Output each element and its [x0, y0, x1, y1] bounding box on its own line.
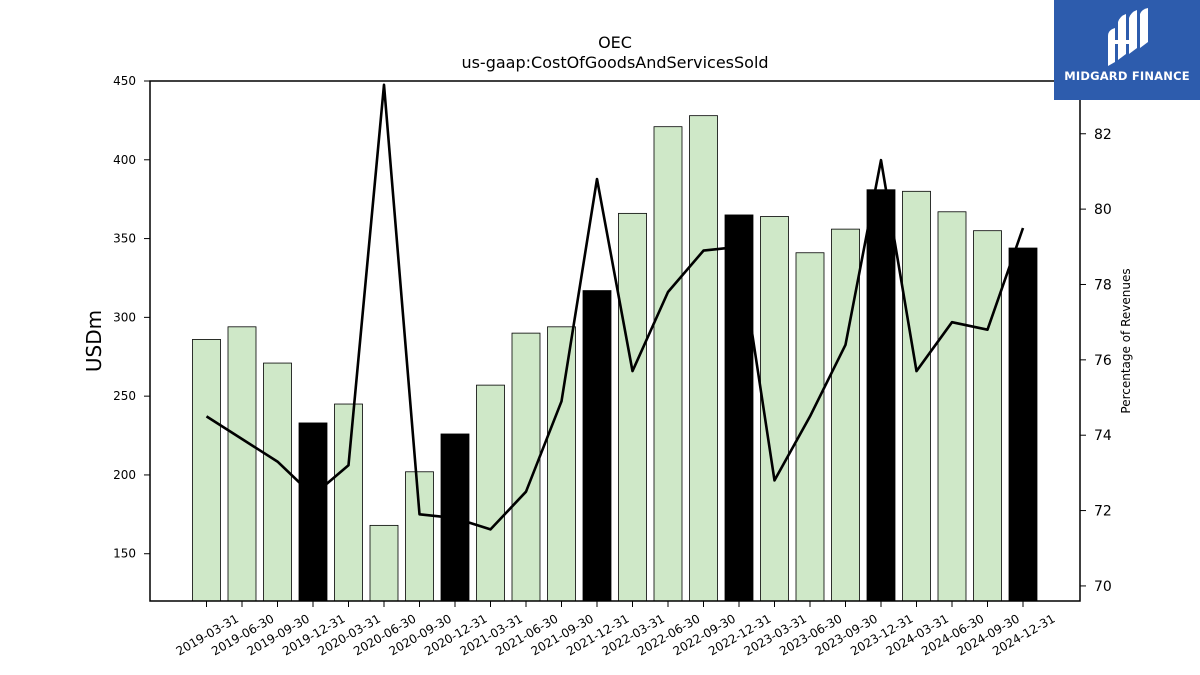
midgard-logo-icon [1108, 8, 1148, 66]
bar-2020-06-30 [369, 524, 399, 602]
left-axis-ticks: 150 200 250 300 350 400 450 [113, 74, 150, 561]
y2-tick-label: 72 [1094, 504, 1112, 520]
bar-2019-09-30 [263, 362, 292, 602]
bar-2023-09-30 [831, 228, 860, 602]
y-axis-label: USDm [82, 310, 106, 372]
logo-text: MIDGARD FINANCE [1064, 69, 1190, 83]
bar-2020-03-31 [334, 403, 363, 602]
y2-tick-label: 82 [1094, 127, 1112, 143]
plot-frame [149, 80, 1081, 602]
y-tick-label: 350 [113, 232, 136, 246]
bar-2021-03-31 [476, 384, 505, 602]
y2-tick-label: 76 [1094, 353, 1112, 369]
bar-2019-03-31 [192, 339, 221, 602]
y2-tick-label: 80 [1094, 202, 1112, 218]
bar-2022-09-30 [689, 115, 718, 602]
chart-title: OEC [598, 33, 632, 52]
bar-2023-03-31 [760, 216, 789, 602]
bar-2021-12-31 [582, 290, 612, 602]
bar-2023-12-31 [866, 189, 896, 602]
y-tick-label: 450 [113, 74, 136, 88]
y2-axis-label: Percentage of Revenues [1119, 268, 1133, 413]
bar-2024-06-30 [937, 211, 967, 602]
bar-2022-12-31 [724, 214, 754, 602]
bar-2024-03-31 [902, 190, 931, 602]
bar-2022-03-31 [618, 212, 647, 602]
bar-2022-06-30 [653, 126, 683, 602]
bar-2023-06-30 [795, 252, 825, 602]
bar-2019-12-31 [298, 422, 328, 602]
bar-2024-09-30 [973, 230, 1002, 602]
y-tick-label: 150 [113, 547, 136, 561]
bar-series [192, 115, 1038, 602]
percentage-line [205, 83, 1025, 531]
chart-subtitle: us-gaap:CostOfGoodsAndServicesSold [461, 53, 768, 72]
y-tick-label: 300 [113, 310, 136, 324]
line-series [205, 83, 1025, 531]
y2-tick-label: 70 [1094, 579, 1112, 595]
y2-tick-label: 74 [1094, 428, 1112, 444]
right-axis-ticks: 70 72 74 76 78 80 82 [1080, 127, 1112, 595]
bar-2019-06-30 [227, 326, 257, 602]
bar-2024-12-31 [1008, 247, 1038, 602]
y2-tick-label: 78 [1094, 277, 1112, 293]
x-axis-ticks: 2019-03-312019-06-302019-09-302019-12-31… [174, 601, 1058, 658]
y-tick-label: 200 [113, 468, 136, 482]
midgard-finance-logo: MIDGARD FINANCE [1054, 0, 1200, 100]
bar-2020-09-30 [405, 471, 434, 602]
y-tick-label: 250 [113, 389, 136, 403]
bar-2021-09-30 [547, 326, 576, 602]
y-tick-label: 400 [113, 153, 136, 167]
